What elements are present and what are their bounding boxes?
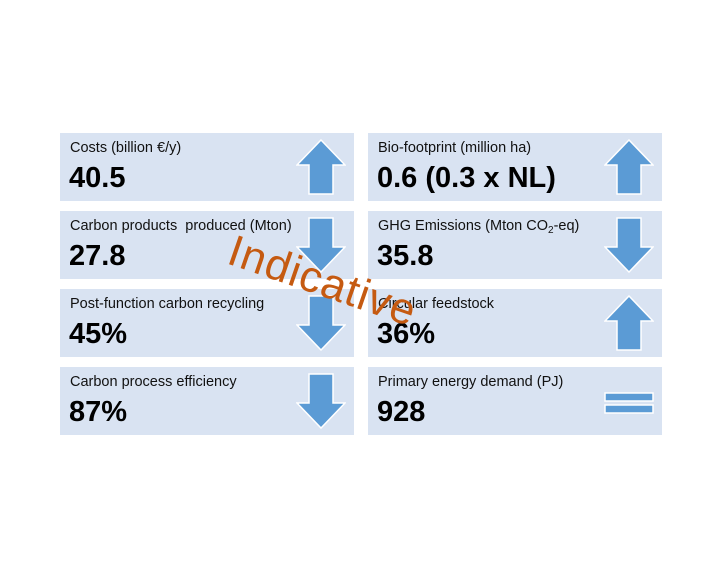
card-value: 87% — [69, 396, 128, 428]
card-circular-feedstock: Circular feedstock 36% — [368, 289, 662, 357]
arrow-down-icon — [604, 217, 654, 273]
card-label: Post-function carbon recycling — [70, 296, 265, 312]
card-label-tail: -eq) — [553, 218, 580, 234]
card-label: Bio-footprint (million ha) — [378, 140, 532, 156]
arrow-up-icon — [296, 139, 346, 195]
card-value: 0.6 (0.3 x NL) — [377, 162, 556, 194]
arrow-up-icon — [604, 139, 654, 195]
card-value: 45% — [69, 318, 128, 350]
card-label: Carbon process efficiency — [70, 374, 237, 390]
card-value: 27.8 — [69, 240, 126, 272]
card-label-subscript: 2 — [548, 225, 554, 236]
card-value: 928 — [377, 396, 426, 428]
card-bio-footprint: Bio-footprint (million ha) 0.6 (0.3 x NL… — [368, 133, 662, 201]
arrow-down-icon — [296, 217, 346, 273]
card-label: Circular feedstock — [378, 296, 495, 312]
card-label-main: GHG Emissions (Mton CO — [378, 218, 548, 234]
arrow-down-icon — [296, 295, 346, 351]
indicator-grid: Costs (billion €/y) 40.5 Bio-footprint (… — [60, 133, 662, 435]
card-costs: Costs (billion €/y) 40.5 — [60, 133, 354, 201]
arrow-down-icon — [296, 373, 346, 429]
card-carbon-efficiency: Carbon process efficiency 87% — [60, 367, 354, 435]
card-energy-demand: Primary energy demand (PJ) 928 — [368, 367, 662, 435]
equal-sign-icon — [604, 392, 654, 414]
card-carbon-recycling: Post-function carbon recycling 45% — [60, 289, 354, 357]
card-label: Primary energy demand (PJ) — [378, 374, 564, 390]
arrow-up-icon — [604, 295, 654, 351]
card-label: Costs (billion €/y) — [70, 140, 182, 156]
card-value: 36% — [377, 318, 436, 350]
card-ghg-emissions: GHG Emissions (Mton CO2-eq) 35.8 — [368, 211, 662, 279]
card-label: Carbon products produced (Mton) — [70, 218, 292, 234]
card-value: 40.5 — [69, 162, 126, 194]
card-carbon-products: Carbon products produced (Mton) 27.8 — [60, 211, 354, 279]
card-value: 35.8 — [377, 240, 434, 272]
card-label: GHG Emissions (Mton CO2-eq) — [378, 218, 580, 236]
